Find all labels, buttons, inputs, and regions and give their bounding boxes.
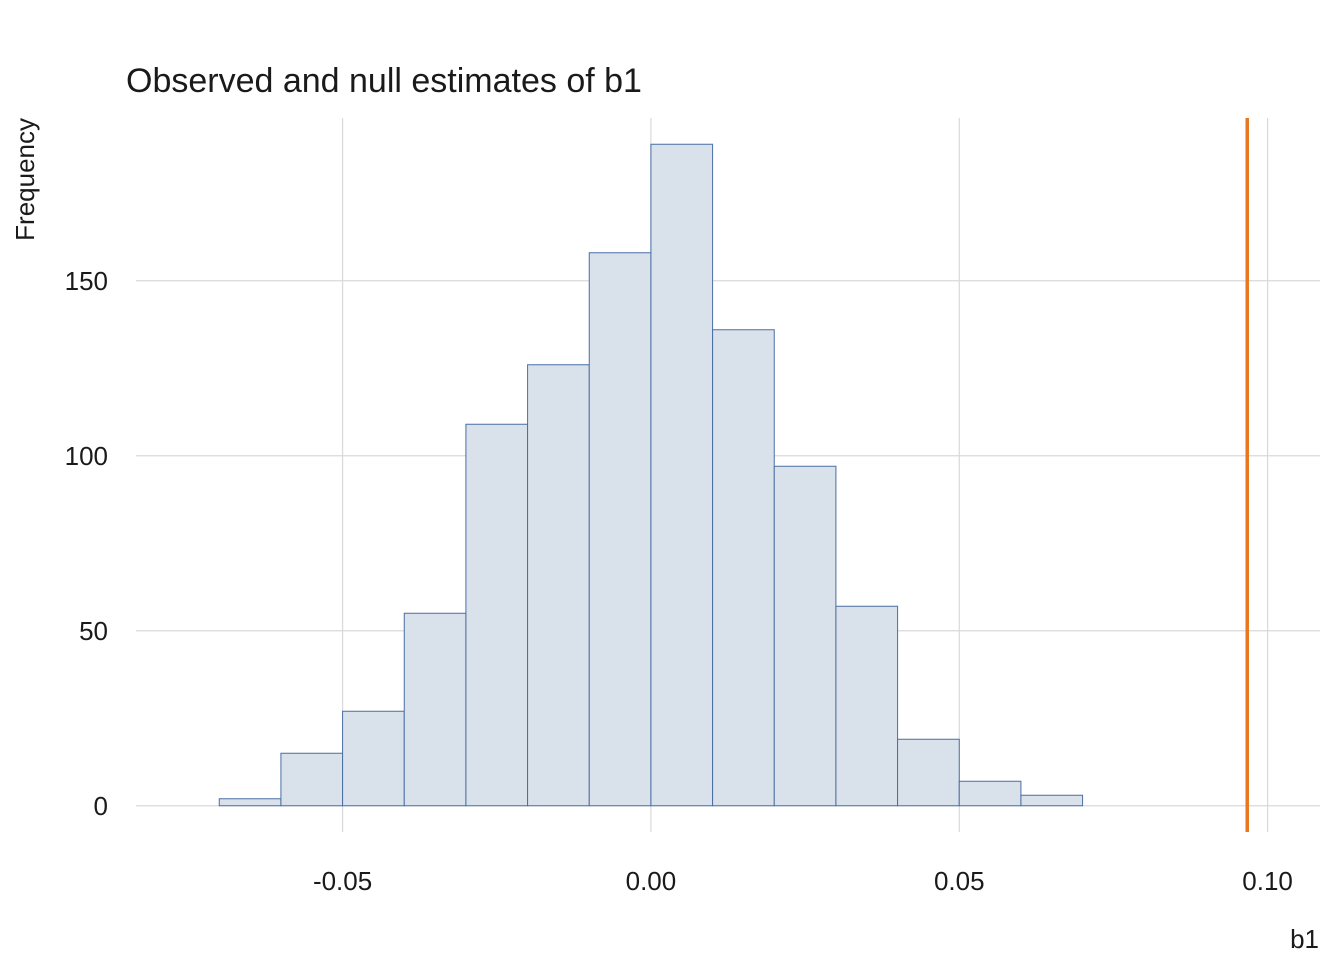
histogram-bar bbox=[650, 143, 714, 807]
histogram-bar bbox=[280, 752, 344, 807]
x-tick-label: 0.10 bbox=[1242, 866, 1293, 896]
histogram-bar bbox=[342, 710, 405, 807]
y-axis-ticks: 0 50 100 150 bbox=[65, 266, 108, 821]
histogram-bar bbox=[1020, 794, 1084, 807]
chart-title: Observed and null estimates of b1 bbox=[126, 62, 642, 100]
x-axis-ticks: -0.05 0.00 0.05 0.10 bbox=[313, 866, 1293, 896]
histogram-bar bbox=[712, 329, 775, 807]
histogram-bar bbox=[958, 780, 1022, 807]
x-axis-label: b1 bbox=[1290, 924, 1319, 954]
x-tick-label: 0.05 bbox=[934, 866, 985, 896]
histogram-bars bbox=[218, 143, 1084, 807]
y-tick-label: 50 bbox=[79, 616, 108, 646]
histogram-bar bbox=[403, 612, 467, 807]
y-tick-label: 100 bbox=[65, 441, 108, 471]
histogram-bar bbox=[835, 605, 899, 807]
histogram-bar bbox=[897, 738, 960, 807]
histogram-bar bbox=[465, 423, 529, 807]
histogram-bar bbox=[588, 252, 652, 807]
histogram-bar bbox=[218, 798, 282, 807]
y-tick-label: 150 bbox=[65, 266, 108, 296]
x-tick-label: -0.05 bbox=[313, 866, 372, 896]
histogram-bar bbox=[527, 364, 590, 807]
y-axis-label: Frequency bbox=[10, 118, 40, 241]
y-tick-label: 0 bbox=[94, 791, 108, 821]
x-tick-label: 0.00 bbox=[626, 866, 677, 896]
histogram-bar bbox=[773, 465, 837, 807]
